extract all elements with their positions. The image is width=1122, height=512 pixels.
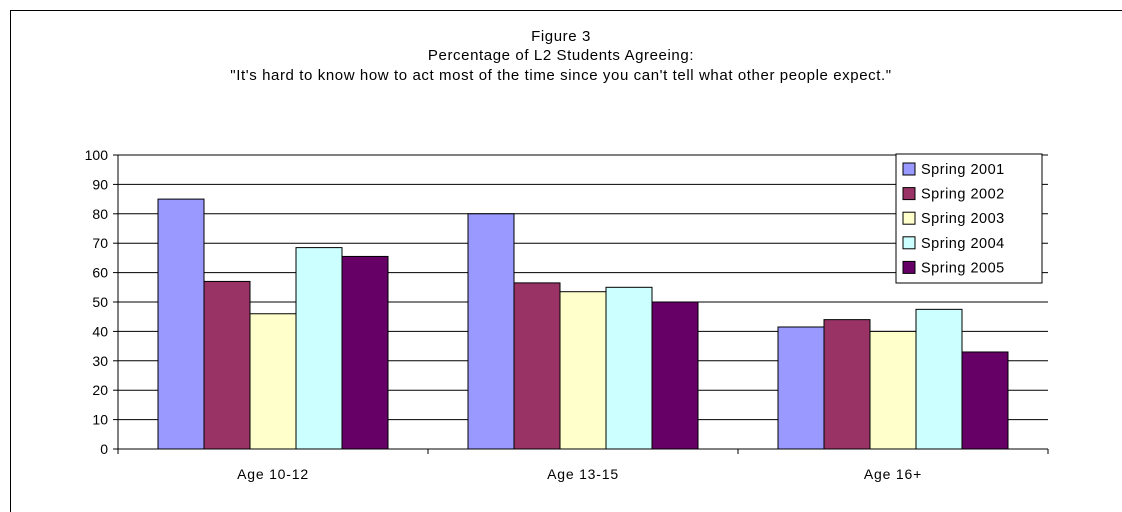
bars	[157, 198, 1009, 450]
bar	[249, 313, 297, 450]
bar	[513, 282, 561, 450]
chart-frame	[10, 10, 1122, 512]
legend-swatch	[902, 211, 916, 225]
y-tick-label: 80	[92, 206, 108, 222]
y-tick-label: 20	[92, 382, 108, 398]
x-category-label: Age 16+	[864, 466, 922, 482]
bar	[915, 308, 963, 450]
legend-box	[895, 153, 1043, 284]
bar	[467, 213, 515, 450]
bar	[823, 319, 871, 450]
chart-title-line-1: Figure 3	[531, 28, 591, 45]
legend-swatch	[902, 187, 916, 201]
legend-swatch	[902, 260, 916, 274]
bar	[341, 255, 389, 450]
y-tick-label: 60	[92, 265, 108, 281]
legend-label: Spring 2003	[921, 211, 1005, 227]
y-tick-label: 0	[100, 441, 108, 457]
chart-title-line-3: "It's hard to know how to act most of th…	[230, 67, 892, 84]
bar	[961, 351, 1009, 450]
y-tick-label: 10	[92, 412, 108, 428]
bar	[651, 301, 699, 450]
legend-label: Spring 2005	[921, 260, 1005, 276]
bar	[559, 291, 607, 450]
y-tick-label: 30	[92, 353, 108, 369]
y-tick-label: 100	[85, 147, 109, 163]
legend-swatch	[902, 162, 916, 176]
legend-swatch	[902, 236, 916, 250]
x-category-label: Age 10-12	[237, 466, 309, 482]
x-axis-categories: Age 10-12 Age 13-15 Age 16+	[237, 466, 922, 482]
legend: Spring 2001 Spring 2002 Spring 2003 Spring …	[895, 153, 1043, 284]
bar	[777, 326, 825, 450]
y-tick-label: 70	[92, 235, 108, 251]
bar	[605, 286, 653, 450]
axes	[113, 154, 1049, 454]
bar	[157, 198, 205, 450]
x-category-label: Age 13-15	[547, 466, 619, 482]
y-tick-label: 50	[92, 294, 108, 310]
bar	[295, 247, 343, 450]
y-tick-label: 40	[92, 323, 108, 339]
chart-title-line-2: Percentage of L2 Students Agreeing:	[427, 47, 695, 64]
bar	[869, 330, 917, 450]
bar	[203, 280, 251, 450]
legend-label: Spring 2002	[921, 187, 1005, 203]
legend-label: Spring 2001	[921, 162, 1005, 178]
y-tick-label: 90	[92, 176, 108, 192]
legend-label: Spring 2004	[921, 236, 1005, 252]
y-axis-ticks: 0 10 20 30 40 50 60 70 80 90 100	[85, 147, 109, 457]
